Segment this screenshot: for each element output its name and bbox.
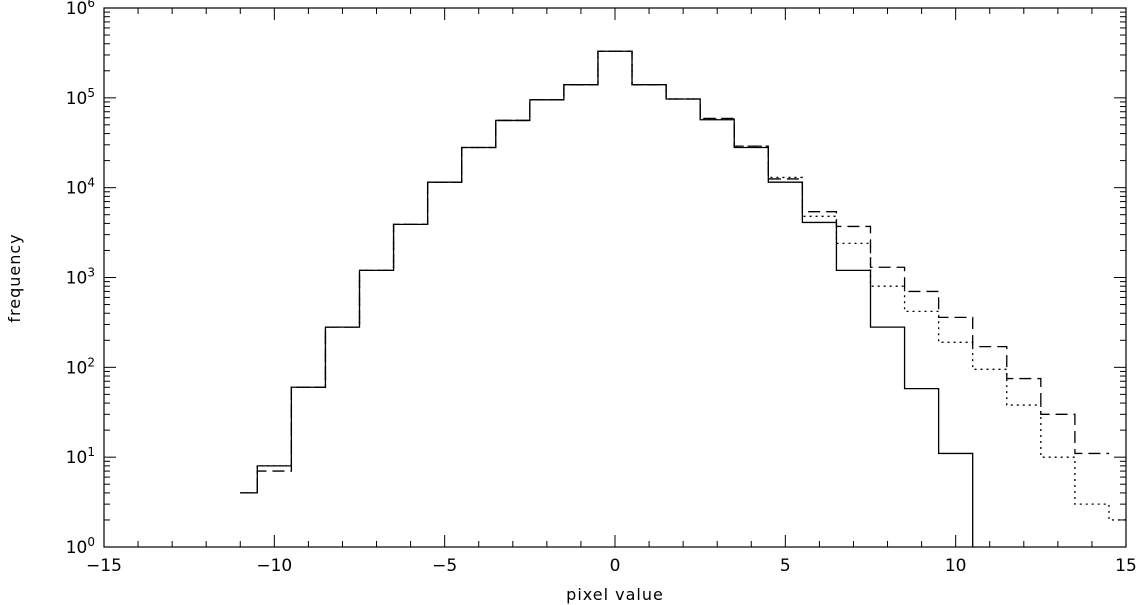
y-tick-label: 100 [66, 535, 95, 558]
y-tick-label-exponent: 0 [87, 535, 95, 549]
x-tick-label: 15 [1115, 556, 1137, 576]
x-tick-label: −5 [432, 556, 457, 576]
y-axis-title: frequency [5, 233, 24, 322]
y-tick-label-exponent: 6 [87, 0, 95, 10]
y-tick-label: 105 [66, 86, 95, 109]
y-tick-label-base: 10 [66, 448, 88, 468]
axis-ticks [103, 7, 1127, 548]
y-tick-label-exponent: 4 [87, 176, 95, 190]
y-tick-label-exponent: 1 [87, 445, 95, 459]
y-tick-label-base: 10 [66, 269, 88, 289]
y-tick-label-base: 10 [66, 179, 88, 199]
y-tick-label-exponent: 5 [87, 86, 95, 100]
y-tick-label-base: 10 [66, 0, 88, 19]
y-tick-label-exponent: 3 [87, 266, 95, 280]
histogram-series-dotted [240, 50, 1126, 521]
x-tick-label: 0 [610, 556, 621, 576]
x-tick-label: −10 [256, 556, 292, 576]
y-tick-label: 104 [66, 176, 95, 199]
y-tick-label: 101 [66, 445, 95, 468]
y-tick-label: 102 [66, 355, 95, 378]
x-tick-label: 5 [780, 556, 791, 576]
histogram-series-dashed [240, 50, 1109, 494]
y-tick-label-exponent: 2 [87, 355, 95, 369]
series-layer [240, 50, 1126, 547]
x-tick-label: 10 [945, 556, 967, 576]
y-tick-label: 106 [66, 0, 95, 19]
y-tick-label-base: 10 [66, 538, 88, 558]
x-tick-label: −15 [86, 556, 122, 576]
y-tick-label-base: 10 [66, 358, 88, 378]
x-axis-title: pixel value [566, 585, 664, 604]
histogram-series-solid [240, 50, 974, 547]
y-tick-label: 103 [66, 266, 95, 289]
y-tick-label-base: 10 [66, 89, 88, 109]
